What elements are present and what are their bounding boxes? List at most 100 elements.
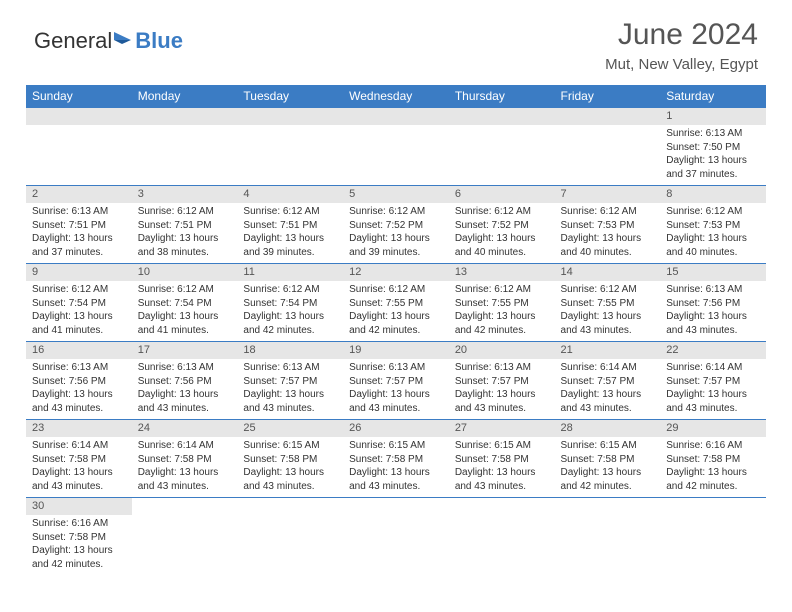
day-details: Sunrise: 6:12 AMSunset: 7:54 PMDaylight:… [132, 281, 238, 341]
empty-day-bar [555, 108, 661, 125]
calendar-week: 9Sunrise: 6:12 AMSunset: 7:54 PMDaylight… [26, 264, 766, 342]
day-number: 4 [237, 186, 343, 203]
location: Mut, New Valley, Egypt [605, 56, 758, 73]
day-details: Sunrise: 6:16 AMSunset: 7:58 PMDaylight:… [660, 437, 766, 497]
calendar-cell [237, 108, 343, 186]
calendar-cell: 30Sunrise: 6:16 AMSunset: 7:58 PMDayligh… [26, 498, 132, 576]
calendar-cell: 26Sunrise: 6:15 AMSunset: 7:58 PMDayligh… [343, 420, 449, 498]
day-number: 24 [132, 420, 238, 437]
logo-text-general: General [34, 28, 112, 54]
calendar-cell: 14Sunrise: 6:12 AMSunset: 7:55 PMDayligh… [555, 264, 661, 342]
day-number: 21 [555, 342, 661, 359]
calendar-cell: 25Sunrise: 6:15 AMSunset: 7:58 PMDayligh… [237, 420, 343, 498]
day-number: 30 [26, 498, 132, 515]
day-number: 26 [343, 420, 449, 437]
day-header: Monday [132, 85, 238, 108]
day-details: Sunrise: 6:13 AMSunset: 7:51 PMDaylight:… [26, 203, 132, 263]
day-header: Sunday [26, 85, 132, 108]
calendar-cell: 28Sunrise: 6:15 AMSunset: 7:58 PMDayligh… [555, 420, 661, 498]
day-number: 14 [555, 264, 661, 281]
day-details: Sunrise: 6:14 AMSunset: 7:57 PMDaylight:… [660, 359, 766, 419]
calendar-cell: 27Sunrise: 6:15 AMSunset: 7:58 PMDayligh… [449, 420, 555, 498]
day-details: Sunrise: 6:12 AMSunset: 7:51 PMDaylight:… [132, 203, 238, 263]
calendar-cell [132, 108, 238, 186]
day-details: Sunrise: 6:15 AMSunset: 7:58 PMDaylight:… [237, 437, 343, 497]
day-details: Sunrise: 6:12 AMSunset: 7:51 PMDaylight:… [237, 203, 343, 263]
day-header: Saturday [660, 85, 766, 108]
calendar-cell: 1Sunrise: 6:13 AMSunset: 7:50 PMDaylight… [660, 108, 766, 186]
day-number: 29 [660, 420, 766, 437]
day-details: Sunrise: 6:15 AMSunset: 7:58 PMDaylight:… [343, 437, 449, 497]
calendar-cell: 13Sunrise: 6:12 AMSunset: 7:55 PMDayligh… [449, 264, 555, 342]
calendar-cell: 9Sunrise: 6:12 AMSunset: 7:54 PMDaylight… [26, 264, 132, 342]
day-header: Tuesday [237, 85, 343, 108]
day-details: Sunrise: 6:12 AMSunset: 7:53 PMDaylight:… [555, 203, 661, 263]
day-details: Sunrise: 6:12 AMSunset: 7:54 PMDaylight:… [237, 281, 343, 341]
calendar-cell: 3Sunrise: 6:12 AMSunset: 7:51 PMDaylight… [132, 186, 238, 264]
calendar-cell: 8Sunrise: 6:12 AMSunset: 7:53 PMDaylight… [660, 186, 766, 264]
day-number: 2 [26, 186, 132, 203]
day-header: Thursday [449, 85, 555, 108]
empty-day-bar [449, 108, 555, 125]
day-number: 22 [660, 342, 766, 359]
day-number: 25 [237, 420, 343, 437]
day-number: 11 [237, 264, 343, 281]
empty-day-bar [26, 108, 132, 125]
day-details: Sunrise: 6:12 AMSunset: 7:55 PMDaylight:… [343, 281, 449, 341]
day-number: 1 [660, 108, 766, 125]
day-number: 10 [132, 264, 238, 281]
calendar-week: 16Sunrise: 6:13 AMSunset: 7:56 PMDayligh… [26, 342, 766, 420]
calendar-week: 23Sunrise: 6:14 AMSunset: 7:58 PMDayligh… [26, 420, 766, 498]
calendar-cell [555, 108, 661, 186]
day-number: 20 [449, 342, 555, 359]
day-number: 5 [343, 186, 449, 203]
calendar-cell [132, 498, 238, 576]
day-number: 15 [660, 264, 766, 281]
day-header: Wednesday [343, 85, 449, 108]
day-details: Sunrise: 6:14 AMSunset: 7:58 PMDaylight:… [132, 437, 238, 497]
calendar-cell [449, 108, 555, 186]
calendar-cell: 24Sunrise: 6:14 AMSunset: 7:58 PMDayligh… [132, 420, 238, 498]
calendar-body: 1Sunrise: 6:13 AMSunset: 7:50 PMDaylight… [26, 108, 766, 575]
day-number: 17 [132, 342, 238, 359]
day-details: Sunrise: 6:14 AMSunset: 7:58 PMDaylight:… [26, 437, 132, 497]
month-title: June 2024 [605, 18, 758, 52]
day-details: Sunrise: 6:12 AMSunset: 7:52 PMDaylight:… [449, 203, 555, 263]
day-number: 13 [449, 264, 555, 281]
day-details: Sunrise: 6:13 AMSunset: 7:56 PMDaylight:… [26, 359, 132, 419]
calendar-cell: 29Sunrise: 6:16 AMSunset: 7:58 PMDayligh… [660, 420, 766, 498]
calendar-cell [660, 498, 766, 576]
calendar-cell: 18Sunrise: 6:13 AMSunset: 7:57 PMDayligh… [237, 342, 343, 420]
day-details: Sunrise: 6:15 AMSunset: 7:58 PMDaylight:… [555, 437, 661, 497]
day-number: 6 [449, 186, 555, 203]
day-details: Sunrise: 6:12 AMSunset: 7:52 PMDaylight:… [343, 203, 449, 263]
calendar-cell: 19Sunrise: 6:13 AMSunset: 7:57 PMDayligh… [343, 342, 449, 420]
calendar-cell: 10Sunrise: 6:12 AMSunset: 7:54 PMDayligh… [132, 264, 238, 342]
day-details: Sunrise: 6:15 AMSunset: 7:58 PMDaylight:… [449, 437, 555, 497]
flag-icon [113, 28, 133, 54]
day-details: Sunrise: 6:12 AMSunset: 7:55 PMDaylight:… [449, 281, 555, 341]
calendar-cell: 15Sunrise: 6:13 AMSunset: 7:56 PMDayligh… [660, 264, 766, 342]
day-details: Sunrise: 6:12 AMSunset: 7:54 PMDaylight:… [26, 281, 132, 341]
day-details: Sunrise: 6:13 AMSunset: 7:56 PMDaylight:… [660, 281, 766, 341]
calendar-cell: 22Sunrise: 6:14 AMSunset: 7:57 PMDayligh… [660, 342, 766, 420]
logo-text-blue: Blue [135, 28, 183, 54]
day-number: 16 [26, 342, 132, 359]
day-header-row: SundayMondayTuesdayWednesdayThursdayFrid… [26, 85, 766, 108]
day-details: Sunrise: 6:13 AMSunset: 7:57 PMDaylight:… [449, 359, 555, 419]
calendar-cell: 23Sunrise: 6:14 AMSunset: 7:58 PMDayligh… [26, 420, 132, 498]
day-details: Sunrise: 6:13 AMSunset: 7:57 PMDaylight:… [343, 359, 449, 419]
day-number: 18 [237, 342, 343, 359]
day-details: Sunrise: 6:12 AMSunset: 7:53 PMDaylight:… [660, 203, 766, 263]
calendar-cell [343, 498, 449, 576]
day-header: Friday [555, 85, 661, 108]
calendar-cell [343, 108, 449, 186]
calendar-cell [26, 108, 132, 186]
calendar-cell: 6Sunrise: 6:12 AMSunset: 7:52 PMDaylight… [449, 186, 555, 264]
calendar-cell: 16Sunrise: 6:13 AMSunset: 7:56 PMDayligh… [26, 342, 132, 420]
empty-day-bar [343, 108, 449, 125]
day-number: 28 [555, 420, 661, 437]
calendar-cell: 11Sunrise: 6:12 AMSunset: 7:54 PMDayligh… [237, 264, 343, 342]
calendar-week: 1Sunrise: 6:13 AMSunset: 7:50 PMDaylight… [26, 108, 766, 186]
logo: General Blue [34, 18, 183, 54]
